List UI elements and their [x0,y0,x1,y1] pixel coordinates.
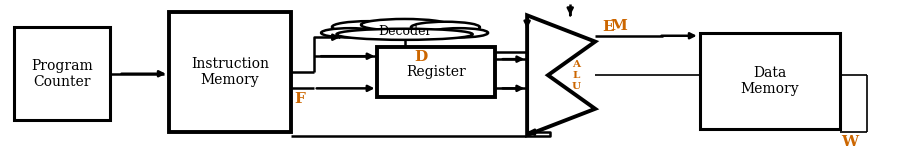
Text: Register: Register [406,65,466,79]
Text: E: E [602,20,614,34]
Bar [377,47,495,97]
Text: Program
Counter: Program Counter [31,59,93,89]
Ellipse shape [411,22,480,33]
Text: F: F [295,92,305,106]
Text: A
L
U: A L U [572,60,581,91]
Polygon shape [527,15,595,135]
Ellipse shape [430,28,488,37]
Text: D: D [415,50,427,64]
Text: Decoder: Decoder [378,25,432,38]
Bar [700,33,840,129]
Ellipse shape [336,29,473,40]
Ellipse shape [332,21,405,33]
Text: Data
Memory: Data Memory [741,66,799,96]
Bar [15,27,110,120]
Text: W: W [841,135,858,149]
Text: Instruction
Memory: Instruction Memory [191,57,269,87]
Text: M: M [611,19,627,32]
Ellipse shape [361,19,448,31]
Ellipse shape [321,28,379,37]
Bar [168,12,291,132]
